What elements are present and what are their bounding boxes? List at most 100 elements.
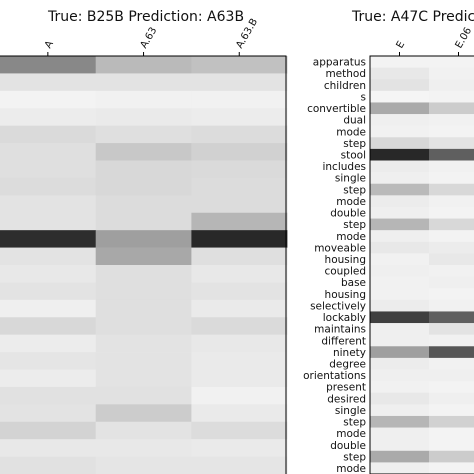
heatmap-cell (0, 212, 96, 231)
heatmap-cell (191, 56, 288, 74)
row-label: orientations (303, 370, 366, 382)
heatmap-cell (0, 56, 96, 74)
heatmap-cell (429, 415, 474, 428)
heatmap-cell (191, 90, 288, 109)
heatmap-cell (429, 288, 474, 301)
heatmap-cell (429, 450, 474, 463)
heatmap-cell (370, 323, 430, 335)
row-label: stool (341, 149, 366, 161)
heatmap-cell (370, 56, 430, 68)
row-label: different (321, 335, 366, 347)
row-label: moveable (314, 242, 366, 254)
heatmap-cell (95, 299, 192, 318)
heatmap-cell (191, 317, 288, 335)
heatmap-cell (370, 102, 430, 115)
row-label: mode (336, 196, 366, 208)
heatmap-cell (370, 218, 430, 231)
heatmap-cell (370, 462, 430, 474)
heatmap-cell (191, 299, 288, 318)
heatmap-cell (95, 352, 192, 370)
heatmap-cell (95, 90, 192, 109)
heatmap-cell (429, 172, 474, 185)
row-label: coupled (324, 266, 366, 278)
right-heatmap-title: True: A47C Predic (351, 9, 474, 25)
row-label: single (335, 405, 366, 417)
heatmap-cell (429, 253, 474, 266)
heatmap-cell (0, 456, 96, 474)
row-label: dual (343, 115, 366, 127)
heatmap-cell (429, 148, 474, 161)
heatmap-cell (191, 247, 288, 266)
heatmap-cell (429, 462, 474, 474)
heatmap-cell (370, 346, 430, 359)
heatmap-cell (191, 160, 288, 179)
heatmap-cell (429, 114, 474, 126)
heatmap-cell (429, 79, 474, 92)
right-heatmap-frame (369, 55, 474, 474)
row-label: includes (322, 161, 366, 173)
row-label: degree (329, 358, 366, 370)
heatmap-cell (370, 79, 430, 92)
heatmap-cell (429, 67, 474, 80)
heatmap-cell (370, 381, 430, 394)
heatmap-cell (95, 195, 192, 214)
heatmap-cell (429, 241, 474, 254)
heatmap-cell (95, 247, 192, 266)
heatmap-cell (429, 346, 474, 359)
heatmap-cell (429, 276, 474, 289)
heatmap-cell (370, 206, 430, 219)
row-label: s (361, 91, 366, 103)
left-heatmap-frame (0, 55, 287, 474)
heatmap-cell (0, 404, 96, 423)
row-label: convertible (307, 103, 366, 115)
heatmap-cell (429, 323, 474, 335)
left-heatmap-cells (0, 56, 288, 474)
heatmap-cell (191, 456, 288, 474)
heatmap-cell (0, 177, 96, 196)
heatmap-cell (370, 230, 430, 243)
row-label: mode (336, 126, 366, 138)
row-label: single (335, 173, 366, 185)
heatmap-cell (0, 369, 96, 388)
right-column-ticks: E E.06 (395, 26, 474, 56)
heatmap-cell (370, 160, 430, 173)
heatmap-cell (429, 102, 474, 115)
heatmap-cell (95, 404, 192, 423)
heatmap-cell (95, 334, 192, 353)
heatmap-cell (429, 439, 474, 452)
heatmap-cell (95, 369, 192, 388)
heatmap-cell (95, 456, 192, 474)
heatmap-cell (370, 148, 430, 161)
column-tick-label: E.06 (454, 26, 474, 51)
heatmap-cell (370, 311, 430, 324)
heatmap-cell (0, 334, 96, 353)
heatmap-cell (0, 317, 96, 335)
column-tick-label: E (395, 40, 408, 51)
row-label: step (343, 184, 366, 196)
row-label: double (330, 440, 366, 452)
heatmap-cell (370, 334, 430, 347)
heatmap-cell (370, 299, 430, 312)
heatmap-cell (429, 404, 474, 417)
row-label: present (326, 382, 366, 394)
heatmap-cell (191, 177, 288, 196)
heatmap-cell (0, 90, 96, 109)
row-label: lockably (323, 312, 366, 324)
left-heatmap-title: True: B25B Prediction: A63B (47, 9, 244, 25)
heatmap-cell (429, 206, 474, 219)
heatmap-cell (191, 230, 288, 248)
heatmap-cell (429, 125, 474, 138)
heatmap-cell (429, 218, 474, 231)
heatmap-cell (370, 137, 430, 150)
heatmap-cell (370, 253, 430, 266)
row-label: apparatus (313, 57, 366, 69)
heatmap-cell (191, 212, 288, 231)
heatmap-cell (370, 357, 430, 370)
heatmap-cell (191, 404, 288, 423)
heatmap-cell (191, 352, 288, 370)
heatmap-cell (95, 56, 192, 74)
heatmap-cell (95, 177, 192, 196)
heatmap-cell (191, 125, 288, 144)
heatmap-cell (95, 282, 192, 301)
